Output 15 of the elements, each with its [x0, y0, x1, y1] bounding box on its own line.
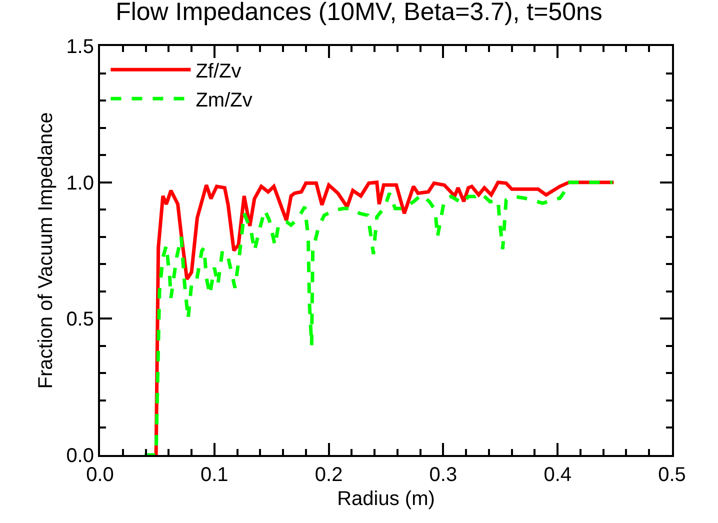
y-tick-label: 0.0 — [66, 445, 94, 467]
x-tick-label: 0.4 — [544, 464, 572, 486]
x-axis-title: Radius (m) — [337, 488, 435, 510]
legend-label: Zm/Zv — [196, 89, 252, 112]
chart-title: Flow Impedances (10MV, Beta=3.7), t=50ns — [116, 0, 602, 26]
x-tick-label: 0.0 — [86, 464, 114, 486]
y-tick-label: 0.5 — [66, 308, 94, 331]
x-tick-label: 0.1 — [200, 464, 228, 486]
y-tick-label: 1.5 — [66, 36, 94, 58]
legend-label: Zf/Zv — [196, 60, 242, 82]
y-tick-label: 1.0 — [66, 172, 94, 194]
x-tick-label: 0.3 — [429, 464, 458, 486]
x-tick-label: 0.2 — [314, 464, 343, 486]
x-tick-label: 0.5 — [658, 464, 686, 486]
y-axis-title: Fraction of Vacuum Impedance — [35, 112, 58, 389]
